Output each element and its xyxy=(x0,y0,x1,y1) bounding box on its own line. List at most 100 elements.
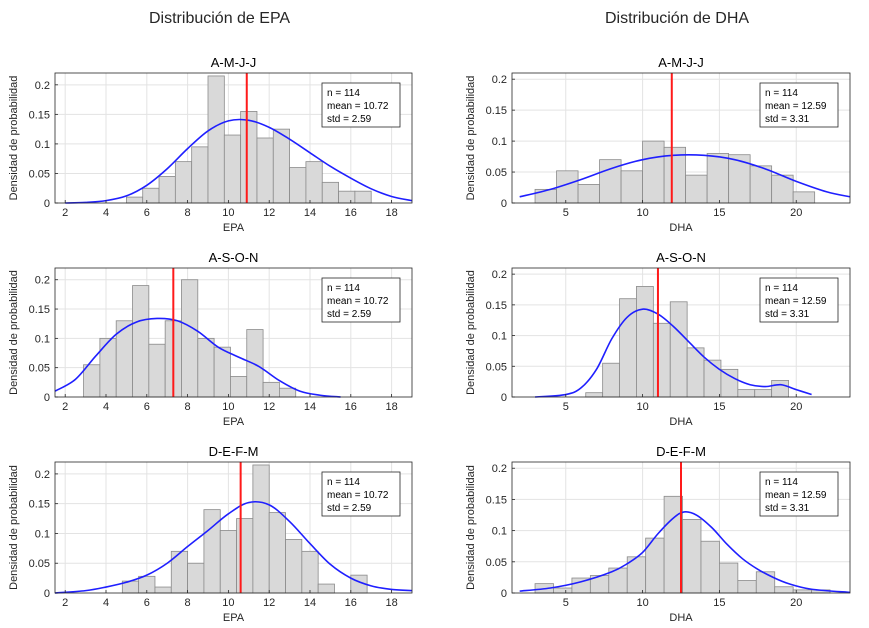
y-tick-label: 0.2 xyxy=(492,463,507,475)
stats-line: mean = 12.59 xyxy=(765,490,827,501)
histogram-bar xyxy=(620,170,643,204)
y-tick-label: 0.05 xyxy=(29,558,50,570)
panel-title: A-M-J-J xyxy=(658,55,704,70)
stats-line: n = 114 xyxy=(327,283,360,294)
histogram-bar xyxy=(577,184,600,204)
x-tick-label: 4 xyxy=(103,207,109,219)
histogram-bar xyxy=(585,392,604,398)
histogram-bar xyxy=(652,322,671,398)
y-tick-label: 0.15 xyxy=(486,105,507,117)
histogram-bar xyxy=(154,586,172,594)
x-tick-label: 16 xyxy=(345,597,357,609)
histogram-bar xyxy=(754,389,773,398)
stats-line: std = 3.31 xyxy=(765,309,810,320)
stats-box xyxy=(321,471,401,517)
y-tick-label: 0.05 xyxy=(29,168,50,180)
y-tick-label: 0.2 xyxy=(35,80,50,92)
x-tick-label: 10 xyxy=(222,207,234,219)
y-tick-label: 0 xyxy=(44,588,50,600)
x-axis-label: DHA xyxy=(669,416,693,428)
histogram-bar xyxy=(669,301,688,398)
panel-title: A-S-O-N xyxy=(209,250,259,265)
histogram-bar xyxy=(256,137,274,204)
histogram-bar xyxy=(268,512,286,594)
y-tick-label: 0 xyxy=(501,588,507,600)
histogram-bar xyxy=(278,387,297,398)
histogram-bar xyxy=(148,343,166,398)
histogram-bar xyxy=(682,518,702,594)
x-tick-label: 12 xyxy=(263,207,275,219)
stats-box xyxy=(759,471,839,517)
histogram-bar xyxy=(158,176,176,204)
stats-line: std = 2.59 xyxy=(327,503,372,514)
stats-line: mean = 10.72 xyxy=(327,490,389,501)
stats-box xyxy=(321,82,401,128)
histogram-bar xyxy=(132,285,150,398)
histogram-bar xyxy=(223,134,242,204)
chart-panel-3: 2 4 6 8 10 12 14 16 18 0 0.05 0.1 0.15 0.2 A-S-O-N EPA D… xyxy=(8,250,413,428)
histogram-bar xyxy=(619,298,637,398)
y-tick-label: 0.05 xyxy=(486,167,507,179)
x-tick-label: 10 xyxy=(222,401,234,413)
x-tick-label: 12 xyxy=(263,401,275,413)
axes-frame xyxy=(54,267,413,398)
x-tick-label: 6 xyxy=(144,207,150,219)
histogram-bar xyxy=(126,196,144,204)
histogram-bar xyxy=(236,518,254,594)
y-tick-label: 0.15 xyxy=(29,304,50,316)
histogram-bar xyxy=(252,464,270,594)
x-tick-label: 10 xyxy=(222,597,234,609)
panel-title: A-S-O-N xyxy=(656,250,706,265)
histogram-bar xyxy=(317,583,335,594)
y-axis-label: Densidad de probabilidad xyxy=(465,270,477,395)
y-tick-label: 0 xyxy=(501,198,507,210)
chart-panel-5: 2 4 6 8 10 12 14 16 18 0 0.05 0.1 0.15 0.2 D-E-F-M EPA D… xyxy=(8,444,413,624)
histogram-bar xyxy=(642,140,665,204)
y-tick-label: 0 xyxy=(44,198,50,210)
histogram-bar xyxy=(262,381,280,398)
x-tick-label: 8 xyxy=(185,401,191,413)
stats-line: mean = 10.72 xyxy=(327,101,389,112)
histogram-bar xyxy=(181,279,199,398)
x-tick-label: 5 xyxy=(563,207,569,219)
x-tick-label: 18 xyxy=(385,207,397,219)
histogram-bar xyxy=(83,364,101,398)
stats-line: mean = 12.59 xyxy=(765,101,827,112)
histogram-bar xyxy=(191,146,209,204)
stats-line: std = 2.59 xyxy=(327,309,372,320)
density-curve xyxy=(534,308,812,398)
axes-frame xyxy=(511,72,851,204)
y-tick-label: 0.1 xyxy=(492,136,507,148)
x-tick-label: 2 xyxy=(62,207,68,219)
x-tick-label: 6 xyxy=(144,401,150,413)
y-tick-label: 0.1 xyxy=(492,331,507,343)
x-tick-label: 2 xyxy=(62,597,68,609)
histogram-bar xyxy=(142,187,160,204)
density-curve xyxy=(65,118,413,204)
y-tick-label: 0.1 xyxy=(35,139,50,151)
histogram-bar xyxy=(285,539,303,594)
x-tick-label: 14 xyxy=(304,597,316,609)
stats-line: n = 114 xyxy=(327,477,360,488)
histogram-bar xyxy=(663,495,683,594)
x-tick-label: 18 xyxy=(385,597,397,609)
histogram-bar xyxy=(289,167,307,204)
histogram-bar xyxy=(99,337,117,398)
x-tick-label: 15 xyxy=(713,597,725,609)
x-tick-label: 14 xyxy=(304,207,316,219)
histogram-bar xyxy=(602,362,620,398)
y-tick-label: 0.05 xyxy=(486,557,507,569)
y-tick-label: 0.1 xyxy=(492,526,507,538)
stats-line: mean = 10.72 xyxy=(327,296,389,307)
axes-frame xyxy=(54,72,413,204)
histogram-bar xyxy=(771,380,789,398)
x-tick-label: 12 xyxy=(263,597,275,609)
x-axis-label: DHA xyxy=(669,612,693,624)
histogram-bar xyxy=(719,562,739,594)
x-tick-label: 15 xyxy=(713,401,725,413)
histogram-bar xyxy=(553,587,573,594)
stats-line: mean = 12.59 xyxy=(765,296,827,307)
stats-line: std = 3.31 xyxy=(765,503,810,514)
x-tick-label: 8 xyxy=(185,207,191,219)
x-tick-label: 10 xyxy=(636,597,648,609)
